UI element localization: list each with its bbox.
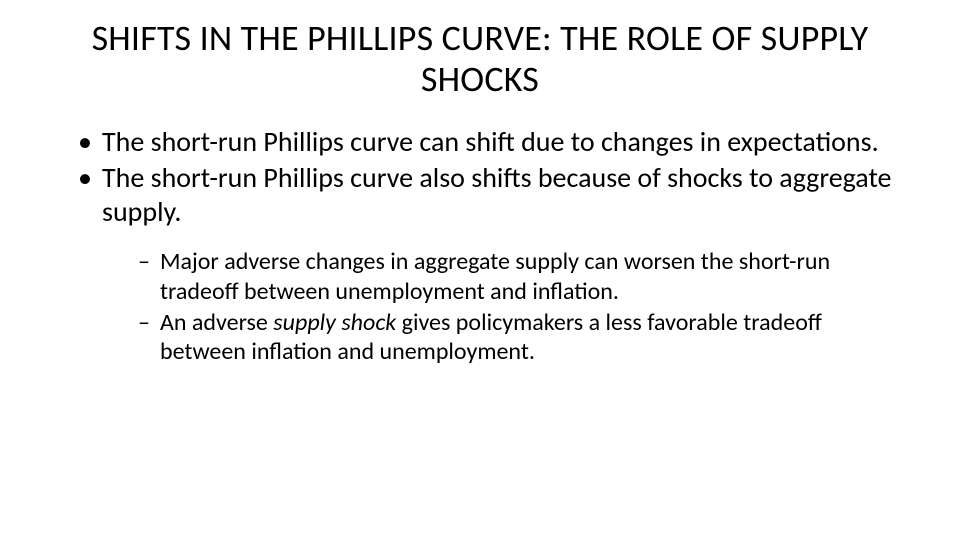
sub-bullet-list: Major adverse changes in aggregate suppl… [102,247,900,366]
bullet-text: The short-run Phillips curve also shifts… [102,160,891,229]
sub-bullet-text-em: supply shock [273,308,396,337]
bullet-item: The short-run Phillips curve also shifts… [78,161,900,366]
sub-bullet-item: An adverse supply shock gives policymake… [138,308,900,367]
bullet-item: The short-run Phillips curve can shift d… [78,125,900,159]
sub-bullet-item: Major adverse changes in aggregate suppl… [138,247,900,306]
bullet-list: The short-run Phillips curve can shift d… [60,125,900,367]
slide: SHIFTS IN THE PHILLIPS CURVE: THE ROLE O… [0,0,960,540]
slide-title: SHIFTS IN THE PHILLIPS CURVE: THE ROLE O… [60,18,900,101]
sub-bullet-text-pre: An adverse [160,308,273,337]
sub-bullet-text: Major adverse changes in aggregate suppl… [160,247,830,305]
bullet-text: The short-run Phillips curve can shift d… [102,124,879,159]
